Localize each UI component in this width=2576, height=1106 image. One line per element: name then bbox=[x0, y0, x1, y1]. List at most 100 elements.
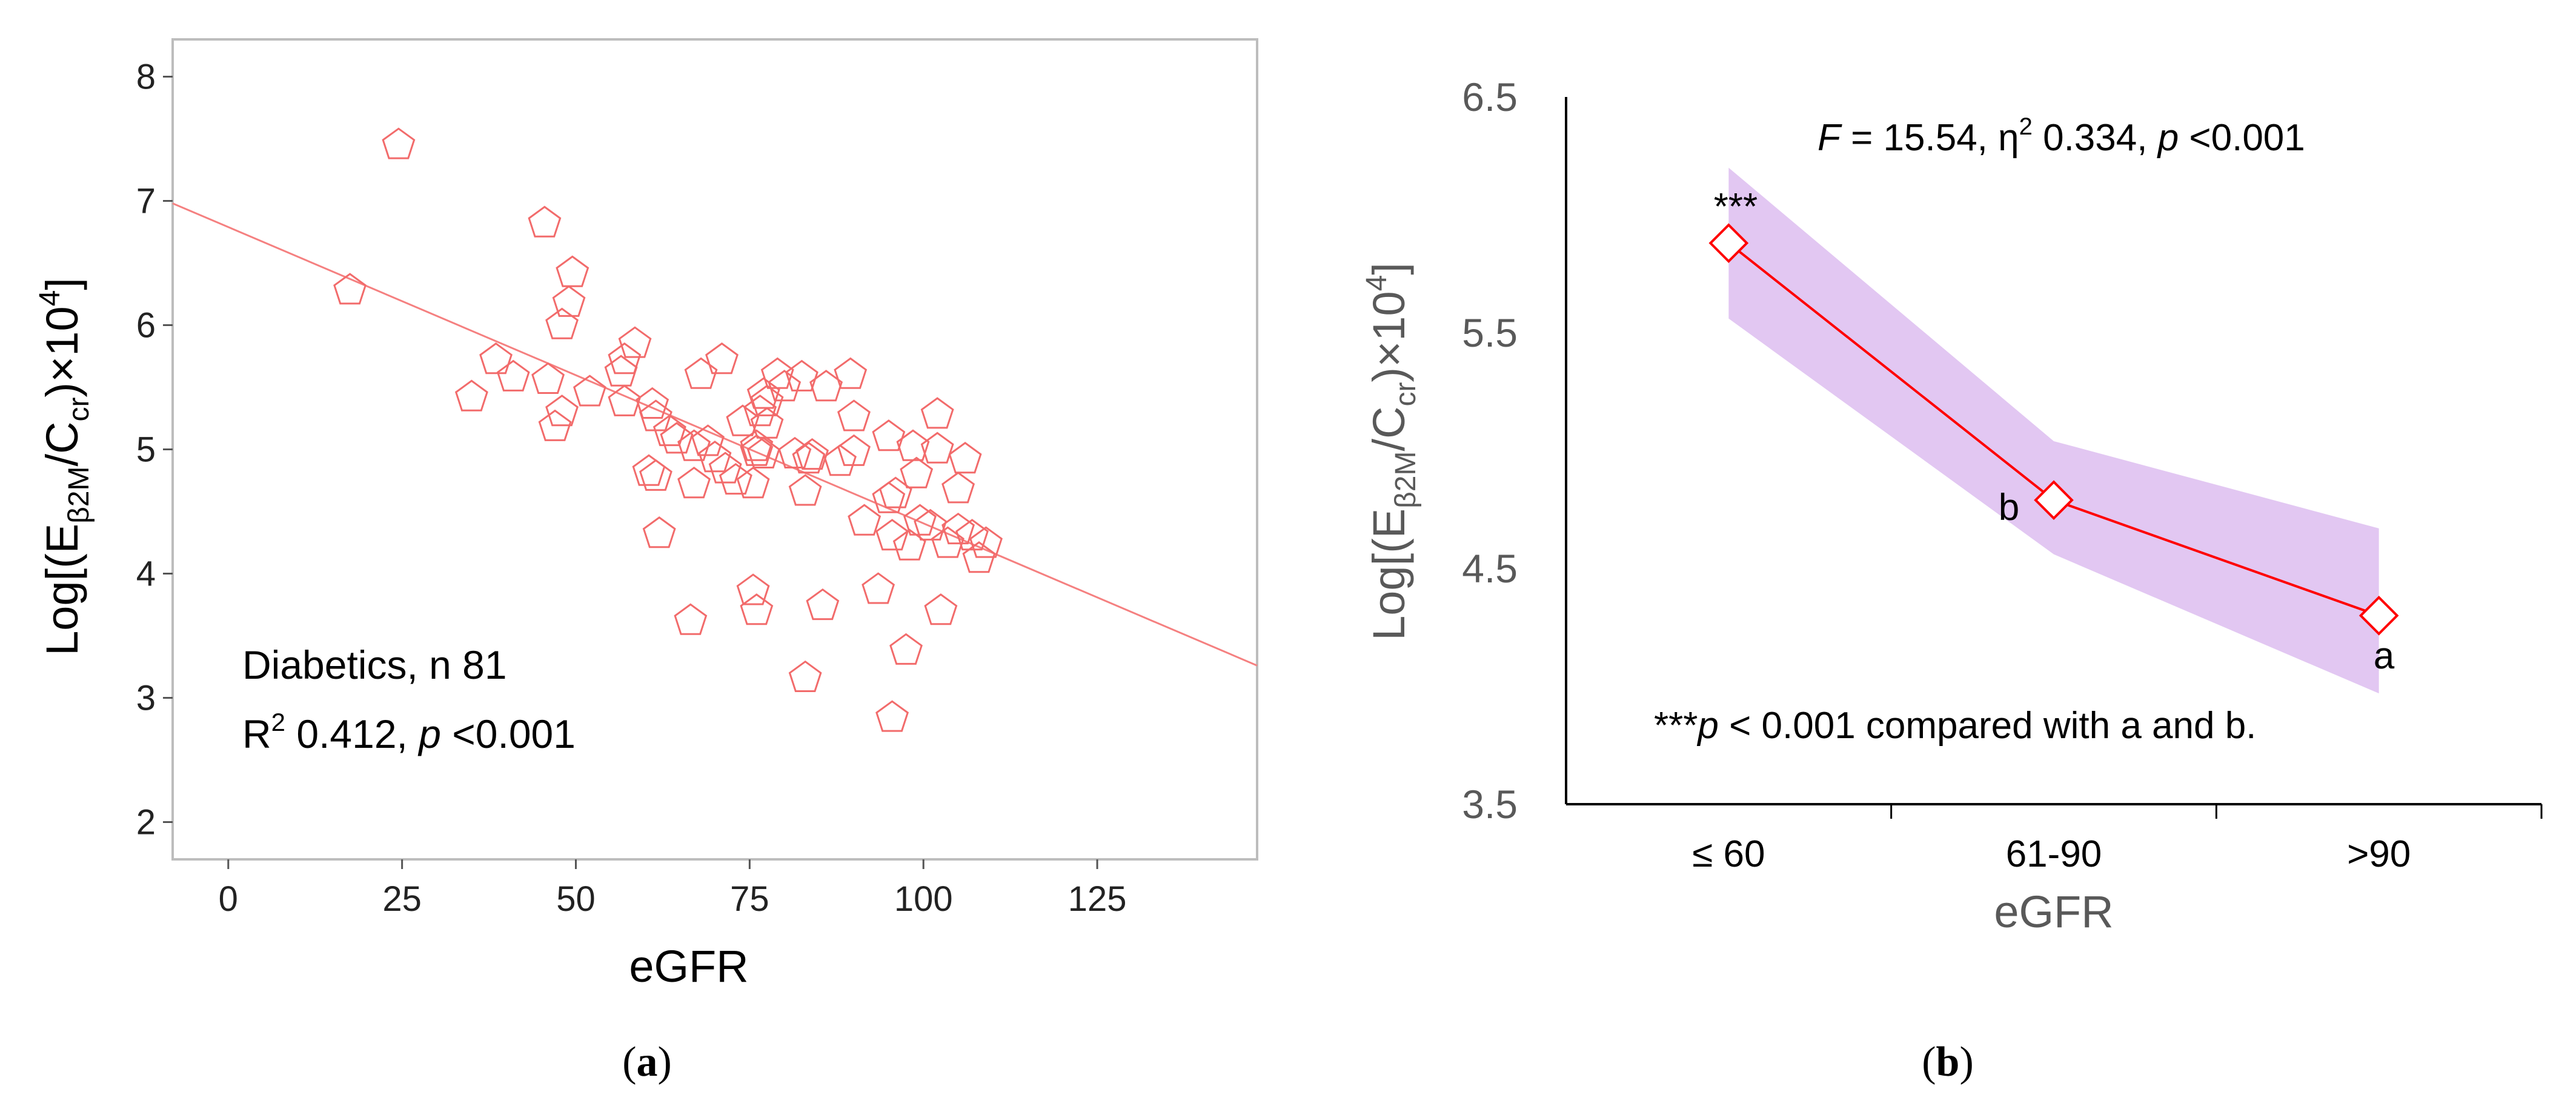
p-label: p bbox=[417, 711, 441, 756]
scatter-point bbox=[920, 397, 954, 429]
scatter-point bbox=[948, 442, 982, 474]
scatter-point bbox=[778, 436, 812, 468]
scatter-point bbox=[941, 471, 975, 504]
diamond-marker bbox=[1708, 223, 1749, 264]
scatter-point bbox=[538, 409, 572, 441]
scatter-point bbox=[677, 429, 711, 461]
y-tick-label: 6.5 bbox=[1462, 75, 1518, 119]
scatter-point bbox=[760, 357, 794, 389]
scatter-point bbox=[900, 456, 934, 488]
scatter-point bbox=[652, 414, 686, 447]
panel-a-r2-annotation: R2 0.412, p <0.001 bbox=[242, 708, 576, 756]
y-tick-label: 3.5 bbox=[1462, 782, 1518, 827]
scatter-point bbox=[479, 342, 513, 375]
x-tick-label: >90 bbox=[2347, 833, 2411, 875]
panel-b-stat-annotation: F = 15.54, η2 0.334, p <0.001 bbox=[1817, 113, 2305, 159]
panel-a-y-label: Log[(Eβ2M/Ccr)×104] bbox=[34, 278, 95, 656]
p-value: <0.001 bbox=[441, 711, 576, 756]
scatter-point bbox=[955, 519, 989, 551]
x-tick-label: 125 bbox=[1068, 879, 1127, 919]
diamond-marker bbox=[2359, 595, 2399, 636]
scatter-point bbox=[914, 508, 948, 541]
y-tick-label: 2 bbox=[136, 803, 156, 842]
scatter-point bbox=[698, 441, 732, 473]
x-tick-label: 75 bbox=[730, 879, 769, 919]
scatter-point bbox=[618, 326, 652, 358]
panel-b: 3.5 4.5 5.5 6.5 ≤ 60 61-90 >90 *** b a F = 15… bbox=[1361, 75, 2543, 1085]
panel-a-fit-line bbox=[172, 202, 1258, 667]
scatter-point bbox=[823, 444, 857, 476]
scatter-point bbox=[837, 434, 871, 466]
panel-a-plot-frame bbox=[171, 38, 1258, 861]
scatter-point bbox=[872, 481, 906, 513]
panel-a-points bbox=[333, 127, 1003, 732]
scatter-point bbox=[528, 205, 562, 238]
scatter-point bbox=[684, 357, 718, 389]
scatter-point bbox=[740, 593, 774, 625]
diamond-marker bbox=[2034, 480, 2074, 521]
x-tick-label: ≤ 60 bbox=[1692, 833, 1765, 875]
scatter-point bbox=[726, 404, 760, 436]
y-tick-label: 4 bbox=[136, 555, 156, 594]
scatter-point bbox=[604, 355, 638, 387]
scatter-point bbox=[545, 307, 579, 339]
scatter-point bbox=[743, 395, 777, 427]
scatter-point bbox=[788, 474, 822, 506]
scatter-point bbox=[674, 603, 708, 635]
scatter-point bbox=[636, 387, 669, 419]
scatter-point bbox=[639, 459, 672, 491]
x-tick-label: 61-90 bbox=[2006, 833, 2102, 875]
scatter-point bbox=[848, 504, 881, 536]
panel-a-annotation-group: Diabetics, n 81 bbox=[242, 642, 507, 687]
scatter-point bbox=[719, 462, 752, 495]
panel-a-caption: (a) bbox=[622, 1039, 672, 1085]
point-label-a: a bbox=[2374, 635, 2395, 677]
scatter-point bbox=[740, 429, 774, 461]
x-tick-label: 25 bbox=[382, 879, 422, 919]
y-tick-label: 3 bbox=[136, 679, 156, 718]
x-tick-label: 50 bbox=[556, 879, 596, 919]
y-tick-label: 5 bbox=[136, 430, 156, 470]
scatter-point bbox=[861, 572, 895, 604]
scatter-point bbox=[545, 395, 579, 427]
panel-b-footnote: ***p < 0.001 compared with a and b. bbox=[1654, 705, 2256, 747]
scatter-point bbox=[878, 476, 912, 508]
panel-b-caption: (b) bbox=[1922, 1039, 1974, 1085]
panel-b-x-label: eGFR bbox=[1994, 887, 2113, 937]
point-label-b: b bbox=[1999, 487, 2019, 528]
scatter-point bbox=[834, 357, 868, 389]
scatter-point bbox=[556, 255, 589, 287]
scatter-point bbox=[875, 700, 909, 732]
scatter-point bbox=[806, 588, 840, 621]
scatter-point bbox=[962, 541, 996, 573]
panel-b-markers bbox=[1708, 223, 2399, 636]
y-tick-label: 5.5 bbox=[1462, 310, 1518, 355]
scatter-point bbox=[552, 285, 586, 317]
scatter-point bbox=[768, 370, 802, 402]
panel-b-y-axis: 3.5 4.5 5.5 6.5 bbox=[1462, 75, 1518, 827]
panel-a-y-axis: 2 3 4 5 6 7 8 bbox=[136, 58, 173, 842]
scatter-point bbox=[382, 127, 416, 159]
scatter-point bbox=[608, 342, 642, 375]
scatter-point bbox=[496, 359, 530, 391]
scatter-point bbox=[531, 362, 565, 394]
scatter-point bbox=[872, 419, 906, 451]
scatter-point bbox=[785, 359, 818, 391]
scatter-point bbox=[677, 467, 711, 499]
panel-a-x-axis: 0 25 50 75 100 125 bbox=[219, 859, 1127, 919]
scatter-point bbox=[691, 424, 725, 456]
x-tick-label: 100 bbox=[894, 879, 953, 919]
scatter-point bbox=[920, 431, 954, 464]
y-tick-label: 6 bbox=[136, 306, 156, 345]
y-tick-label: 4.5 bbox=[1462, 546, 1518, 591]
panel-b-confidence-band bbox=[1728, 167, 2379, 694]
scatter-point bbox=[736, 467, 770, 499]
scatter-point bbox=[969, 526, 1003, 558]
scatter-point bbox=[608, 384, 642, 416]
scatter-point bbox=[788, 660, 822, 692]
scatter-point bbox=[750, 384, 784, 416]
scatter-point bbox=[875, 519, 909, 551]
scatter-point bbox=[705, 342, 739, 375]
scatter-point bbox=[889, 633, 923, 665]
